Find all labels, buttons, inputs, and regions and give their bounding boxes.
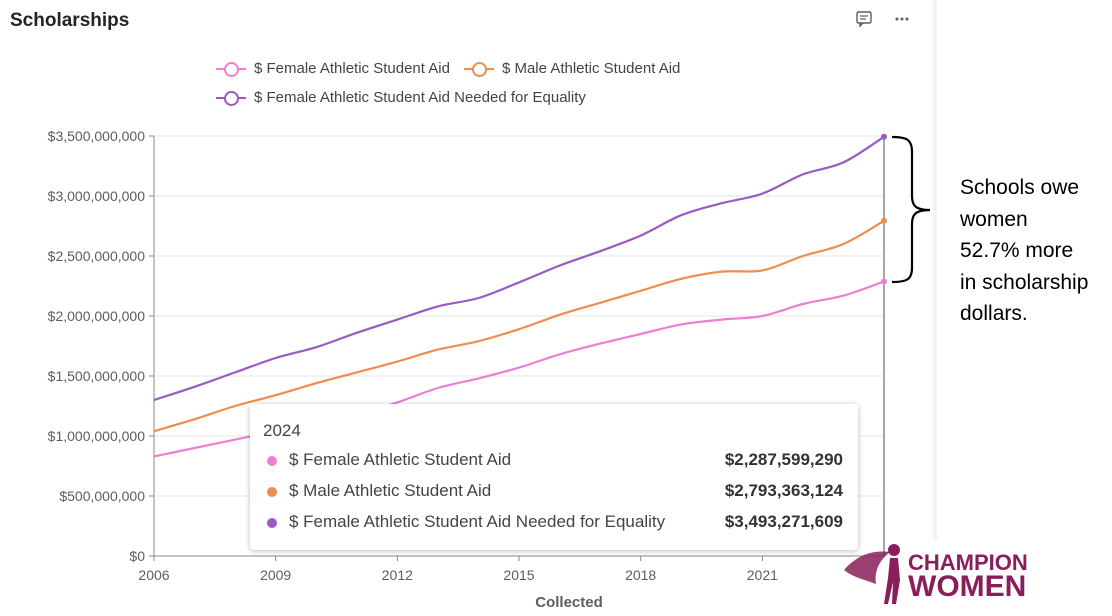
tooltip-label-male: $ Male Athletic Student Aid <box>289 481 492 500</box>
champion-women-logo: CHAMPION WOMEN <box>840 540 1040 610</box>
x-axis-title: Collected <box>535 594 603 611</box>
x-tick-label: 2021 <box>747 567 778 583</box>
tooltip-row-female: $ Female Athletic Student Aid $2,287,599… <box>263 450 843 472</box>
tooltip-row-equality: $ Female Athletic Student Aid Needed for… <box>263 512 843 534</box>
y-tick-label: $0 <box>129 548 145 564</box>
y-tick-label: $2,000,000,000 <box>48 308 146 324</box>
series-line-1 <box>153 219 885 433</box>
series-endpoint-1 <box>881 217 887 224</box>
athlete-silhouette-icon <box>844 544 900 604</box>
chart-legend: $ Female Athletic Student Aid $ Male Ath… <box>216 54 694 112</box>
y-tick-label: $3,500,000,000 <box>48 128 146 144</box>
legend-item-male[interactable]: $ Male Athletic Student Aid <box>463 60 681 77</box>
legend-label-male: $ Male Athletic Student Aid <box>501 60 681 77</box>
tooltip-value-male: $2,793,363,124 <box>724 481 843 500</box>
annotation-line: Schools owe <box>960 176 1080 199</box>
chart-tooltip: 2024 $ Female Athletic Student Aid $2,28… <box>250 404 858 550</box>
tooltip-label-female: $ Female Athletic Student Aid <box>289 450 512 469</box>
tooltip-year: 2024 <box>263 421 301 440</box>
tooltip-dot-male-icon <box>267 487 277 497</box>
legend-label-female: $ Female Athletic Student Aid <box>254 60 450 77</box>
legend-swatch-female-icon <box>216 61 246 77</box>
legend-swatch-equality-icon <box>216 90 246 106</box>
legend-item-equality[interactable]: $ Female Athletic Student Aid Needed for… <box>216 89 586 106</box>
y-tick-label: $500,000,000 <box>59 488 145 504</box>
legend-swatch-male-icon <box>463 61 494 77</box>
series-line-2 <box>153 135 885 402</box>
panel-divider <box>933 0 937 540</box>
chart-title: Scholarships <box>10 10 130 31</box>
y-tick-label: $2,500,000,000 <box>48 248 146 264</box>
tooltip-dot-female-icon <box>267 456 277 466</box>
tooltip-dot-equality-icon <box>267 518 277 528</box>
tooltip-label-equality: $ Female Athletic Student Aid Needed for… <box>289 512 666 531</box>
tooltip-value-female: $2,287,599,290 <box>724 450 843 469</box>
logo-line1: CHAMPION <box>908 550 1028 575</box>
comment-icon[interactable] <box>854 10 874 30</box>
x-tick-label: 2018 <box>625 567 656 583</box>
series-endpoint-2 <box>881 133 887 140</box>
tooltip-value-equality: $3,493,271,609 <box>724 512 843 531</box>
x-tick-label: 2015 <box>503 567 534 583</box>
y-tick-label: $3,000,000,000 <box>48 188 146 204</box>
legend-item-female[interactable]: $ Female Athletic Student Aid <box>216 60 450 77</box>
brace-icon <box>891 135 931 284</box>
legend-label-equality: $ Female Athletic Student Aid Needed for… <box>254 89 586 106</box>
x-tick-label: 2009 <box>260 567 291 583</box>
annotation-line: 52.7% more <box>960 239 1074 262</box>
annotation-line: dollars. <box>960 302 1028 325</box>
y-tick-label: $1,000,000,000 <box>48 428 146 444</box>
annotation-line: in scholarship <box>960 270 1089 294</box>
series-endpoint-0 <box>881 278 887 285</box>
x-tick-label: 2006 <box>138 567 169 583</box>
more-options-icon[interactable] <box>892 10 912 30</box>
logo-line2: WOMEN <box>908 570 1027 603</box>
annotation-text: Schools owe women 52.7% more in scholars… <box>960 172 1110 330</box>
annotation-line: women <box>960 207 1028 231</box>
x-tick-label: 2012 <box>382 567 413 583</box>
y-tick-label: $1,500,000,000 <box>48 368 146 384</box>
tooltip-row-male: $ Male Athletic Student Aid $2,793,363,1… <box>263 481 843 503</box>
